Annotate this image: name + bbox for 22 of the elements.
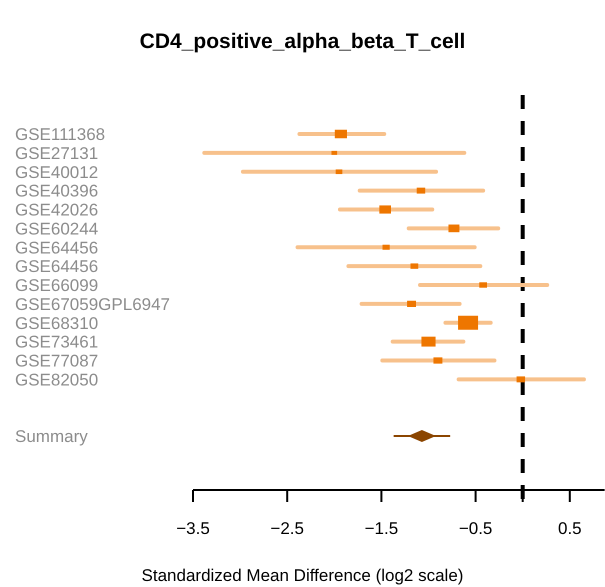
y-tick-label: GSE64456 xyxy=(15,238,98,258)
y-tick-label: GSE60244 xyxy=(15,219,98,238)
y-tick-label: GSE67059GPL6947 xyxy=(15,294,170,314)
y-tick-label: GSE77087 xyxy=(15,352,98,370)
y-tick-label: GSE82050 xyxy=(15,370,98,390)
x-tick-label: −2.5 xyxy=(270,519,304,538)
y-tick-label: GSE40012 xyxy=(15,162,98,182)
y-tick-label: GSE27131 xyxy=(15,144,98,163)
y-tick-label: Summary xyxy=(15,427,88,446)
y-tick-label: GSE42026 xyxy=(15,200,98,220)
y-tick-label: GSE64456 xyxy=(15,257,98,276)
y-tick-label: GSE68310 xyxy=(15,314,98,333)
y-tick-label: GSE111368 xyxy=(15,125,106,144)
y-tick-label: GSE66099 xyxy=(15,276,98,295)
y-tick-label: GSE73461 xyxy=(15,332,98,352)
x-tick-label: 0.5 xyxy=(558,519,582,538)
x-tick-label: −1.5 xyxy=(364,519,398,538)
chart-title: CD4_positive_alpha_beta_T_cell xyxy=(140,30,466,53)
x-tick-label: −3.5 xyxy=(176,519,210,538)
x-axis-title: Standardized Mean Difference (log2 scale) xyxy=(142,566,464,585)
x-tick-label: −0.5 xyxy=(458,519,492,538)
y-tick-label: GSE40396 xyxy=(15,182,98,201)
